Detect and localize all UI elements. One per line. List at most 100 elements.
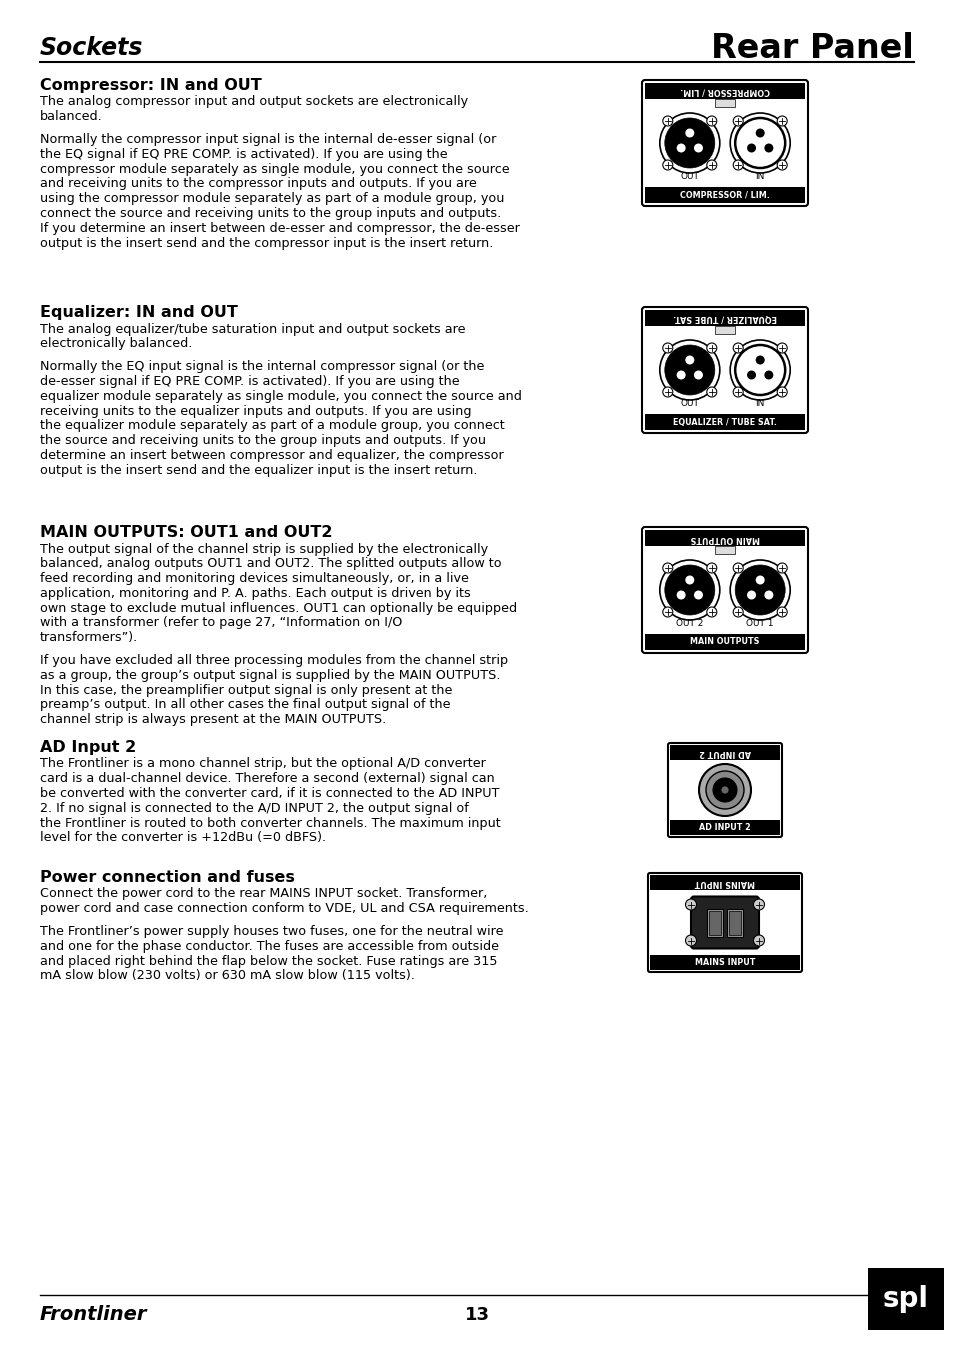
Bar xyxy=(649,890,800,954)
Bar xyxy=(669,819,780,836)
Circle shape xyxy=(664,346,714,396)
Circle shape xyxy=(755,355,764,364)
Circle shape xyxy=(712,778,737,802)
Circle shape xyxy=(733,563,742,572)
Circle shape xyxy=(693,143,702,153)
Bar xyxy=(644,310,804,325)
Text: If you determine an insert between de-esser and compressor, the de-esser: If you determine an insert between de-es… xyxy=(40,221,519,235)
Text: 13: 13 xyxy=(464,1305,489,1324)
Circle shape xyxy=(706,343,716,352)
Circle shape xyxy=(777,387,786,397)
Bar xyxy=(649,875,800,890)
Circle shape xyxy=(735,566,784,616)
Text: AD INPUT 2: AD INPUT 2 xyxy=(699,824,750,832)
Bar xyxy=(714,99,734,107)
Text: The Frontliner’s power supply houses two fuses, one for the neutral wire: The Frontliner’s power supply houses two… xyxy=(40,925,503,938)
Text: OUT 2: OUT 2 xyxy=(676,620,702,628)
Text: own stage to exclude mutual influences. OUT1 can optionally be equipped: own stage to exclude mutual influences. … xyxy=(40,602,517,614)
Text: output is the insert send and the compressor input is the insert return.: output is the insert send and the compre… xyxy=(40,236,493,250)
Circle shape xyxy=(676,143,685,153)
Circle shape xyxy=(705,771,743,809)
Circle shape xyxy=(706,563,716,572)
Circle shape xyxy=(720,786,728,794)
Text: mA slow blow (230 volts) or 630 mA slow blow (115 volts).: mA slow blow (230 volts) or 630 mA slow … xyxy=(40,969,415,983)
Circle shape xyxy=(777,608,786,617)
Text: OUT 1: OUT 1 xyxy=(745,620,773,628)
Circle shape xyxy=(746,370,755,379)
Circle shape xyxy=(676,370,685,379)
Bar xyxy=(644,99,804,188)
Text: Connect the power cord to the rear MAINS INPUT socket. Transformer,: Connect the power cord to the rear MAINS… xyxy=(40,887,487,900)
Text: application, monitoring and P. A. paths. Each output is driven by its: application, monitoring and P. A. paths.… xyxy=(40,587,470,599)
Text: using the compressor module separately as part of a module group, you: using the compressor module separately a… xyxy=(40,192,504,205)
Text: Frontliner: Frontliner xyxy=(40,1305,148,1324)
Bar xyxy=(644,188,804,202)
Text: The output signal of the channel strip is supplied by the electronically: The output signal of the channel strip i… xyxy=(40,543,488,555)
Bar xyxy=(726,909,742,937)
Text: AD Input 2: AD Input 2 xyxy=(40,740,136,755)
Circle shape xyxy=(746,143,755,153)
Bar xyxy=(706,909,722,937)
Text: feed recording and monitoring devices simultaneously, or, in a live: feed recording and monitoring devices si… xyxy=(40,572,468,585)
Circle shape xyxy=(662,116,672,126)
Text: Rear Panel: Rear Panel xyxy=(711,31,913,65)
Text: the EQ signal if EQ PRE COMP. is activated). If you are using the: the EQ signal if EQ PRE COMP. is activat… xyxy=(40,148,447,161)
Circle shape xyxy=(735,346,784,396)
Text: spl: spl xyxy=(882,1285,928,1314)
Text: de-esser signal if EQ PRE COMP. is activated). If you are using the: de-esser signal if EQ PRE COMP. is activ… xyxy=(40,375,459,387)
Circle shape xyxy=(664,566,714,616)
Text: electronically balanced.: electronically balanced. xyxy=(40,338,193,350)
Text: OUT: OUT xyxy=(679,400,699,408)
Text: Power connection and fuses: Power connection and fuses xyxy=(40,869,294,886)
Bar xyxy=(728,910,740,934)
Circle shape xyxy=(699,764,750,815)
Circle shape xyxy=(763,143,773,153)
Text: as a group, the group’s output signal is supplied by the MAIN OUTPUTS.: as a group, the group’s output signal is… xyxy=(40,668,500,682)
Circle shape xyxy=(733,387,742,397)
Text: MAIN OUTPUTS: OUT1 and OUT2: MAIN OUTPUTS: OUT1 and OUT2 xyxy=(40,525,333,540)
Circle shape xyxy=(733,161,742,170)
Circle shape xyxy=(763,370,773,379)
Text: The analog compressor input and output sockets are electronically: The analog compressor input and output s… xyxy=(40,96,468,108)
Circle shape xyxy=(685,899,696,910)
Circle shape xyxy=(706,387,716,397)
Circle shape xyxy=(755,128,764,138)
Text: preamp’s output. In all other cases the final output signal of the: preamp’s output. In all other cases the … xyxy=(40,698,450,711)
Text: the equalizer module separately as part of a module group, you connect: the equalizer module separately as part … xyxy=(40,420,504,432)
Text: MAIN OUTPUTS: MAIN OUTPUTS xyxy=(690,533,759,543)
Text: output is the insert send and the equalizer input is the insert return.: output is the insert send and the equali… xyxy=(40,463,477,477)
Text: EQUALIZER / TUBE SAT.: EQUALIZER / TUBE SAT. xyxy=(673,417,776,427)
Circle shape xyxy=(693,370,702,379)
Text: Normally the EQ input signal is the internal compressor signal (or the: Normally the EQ input signal is the inte… xyxy=(40,360,484,373)
Text: COMPRESSOR / LIM.: COMPRESSOR / LIM. xyxy=(679,190,769,200)
Text: OUT: OUT xyxy=(679,171,699,181)
Bar xyxy=(669,760,780,819)
Text: and placed right behind the flap below the socket. Fuse ratings are 315: and placed right behind the flap below t… xyxy=(40,954,497,968)
Text: and receiving units to the compressor inputs and outputs. If you are: and receiving units to the compressor in… xyxy=(40,177,476,190)
Text: equalizer module separately as single module, you connect the source and: equalizer module separately as single mo… xyxy=(40,390,521,402)
Text: the Frontliner is routed to both converter channels. The maximum input: the Frontliner is routed to both convert… xyxy=(40,817,500,830)
Circle shape xyxy=(777,343,786,352)
Bar xyxy=(644,414,804,431)
Circle shape xyxy=(753,899,763,910)
FancyBboxPatch shape xyxy=(641,80,807,207)
Text: The analog equalizer/tube saturation input and output sockets are: The analog equalizer/tube saturation inp… xyxy=(40,323,465,336)
Circle shape xyxy=(763,590,773,599)
Text: card is a dual-channel device. Therefore a second (external) signal can: card is a dual-channel device. Therefore… xyxy=(40,772,495,786)
Circle shape xyxy=(685,936,696,946)
Text: Equalizer: IN and OUT: Equalizer: IN and OUT xyxy=(40,305,237,320)
Circle shape xyxy=(777,116,786,126)
Text: COMPRESSOR / LIM.: COMPRESSOR / LIM. xyxy=(679,86,769,96)
FancyBboxPatch shape xyxy=(690,896,759,949)
Text: balanced.: balanced. xyxy=(40,111,103,123)
Bar xyxy=(644,325,804,414)
Text: compressor module separately as single module, you connect the source: compressor module separately as single m… xyxy=(40,163,509,176)
Text: channel strip is always present at the MAIN OUTPUTS.: channel strip is always present at the M… xyxy=(40,713,386,726)
Circle shape xyxy=(684,575,694,585)
FancyBboxPatch shape xyxy=(667,743,781,837)
Circle shape xyxy=(706,116,716,126)
Circle shape xyxy=(735,117,784,167)
Circle shape xyxy=(733,608,742,617)
Bar xyxy=(708,910,720,934)
Text: In this case, the preamplifier output signal is only present at the: In this case, the preamplifier output si… xyxy=(40,683,452,697)
